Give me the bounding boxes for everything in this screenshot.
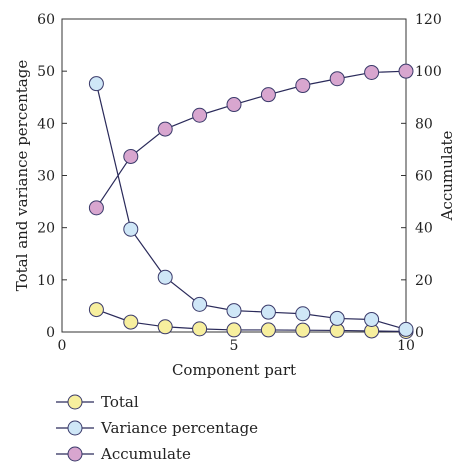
- data-point-accumulate: [260, 87, 276, 103]
- data-point-variance-percentage: [260, 304, 276, 320]
- data-point-total: [157, 319, 173, 335]
- y-left-tick-label: 0: [46, 325, 55, 341]
- data-point-accumulate: [329, 71, 345, 87]
- y-left-tick-label: 40: [37, 116, 55, 132]
- data-point-accumulate: [398, 63, 414, 79]
- data-point-accumulate: [226, 97, 242, 113]
- x-axis-label: Component part: [172, 361, 296, 379]
- x-tick-label: 0: [58, 338, 67, 354]
- legend-item-accumulate: Accumulate: [56, 445, 191, 463]
- plot-frame: [61, 18, 407, 333]
- legend-item-total: Total: [56, 393, 139, 411]
- data-point-total: [123, 314, 139, 330]
- y-right-tick-label: 120: [415, 12, 442, 28]
- data-point-total: [226, 322, 242, 338]
- data-point-accumulate: [157, 121, 173, 137]
- data-point-accumulate: [88, 200, 104, 216]
- data-point-variance-percentage: [329, 310, 345, 326]
- series-line-variance-percentage: [95, 83, 407, 330]
- data-point-variance-percentage: [88, 76, 104, 92]
- y-left-tick-label: 20: [37, 221, 55, 237]
- y-left-axis-label: Total and variance percentage: [13, 60, 31, 292]
- y-left-tick-label: 30: [37, 169, 55, 185]
- y-right-tick-label: 100: [415, 64, 442, 80]
- series-accumulate: [88, 63, 414, 216]
- data-point-accumulate: [192, 107, 208, 123]
- legend-marker-accumulate: [67, 446, 83, 462]
- series-line-total: [96, 309, 407, 333]
- legend-item-variance-percentage: Variance percentage: [56, 419, 258, 437]
- plot-area: [61, 18, 407, 333]
- legend-marker-variance-percentage: [67, 420, 83, 436]
- x-tick-label: 10: [397, 338, 415, 354]
- legend: Total Variance percentage Accumulate: [56, 393, 258, 463]
- legend-label-total: Total: [101, 393, 139, 411]
- data-point-variance-percentage: [123, 221, 139, 237]
- series-line-accumulate: [95, 70, 407, 209]
- data-point-total: [192, 321, 208, 337]
- data-point-accumulate: [123, 148, 139, 164]
- data-point-total: [295, 322, 311, 338]
- data-point-accumulate: [295, 78, 311, 94]
- y-left-tick-label: 10: [37, 273, 55, 289]
- series-layer: [88, 63, 414, 339]
- y-right-tick-label: 40: [415, 221, 433, 237]
- data-point-variance-percentage: [398, 321, 414, 337]
- legend-label-accumulate: Accumulate: [100, 445, 191, 463]
- data-point-total: [260, 322, 276, 338]
- axes: 0 5 100102030405060020406080100120Componen…: [13, 12, 456, 379]
- data-point-accumulate: [364, 64, 380, 80]
- y-right-tick-label: 0: [415, 325, 424, 341]
- y-left-tick-label: 60: [37, 12, 55, 28]
- data-point-variance-percentage: [364, 311, 380, 327]
- legend-label-variance-percentage: Variance percentage: [100, 419, 258, 437]
- x-tick-label: 5: [230, 338, 239, 354]
- y-right-tick-label: 80: [415, 116, 433, 132]
- series-variance-percentage: [88, 76, 414, 337]
- y-left-tick-label: 50: [37, 64, 55, 80]
- data-point-variance-percentage: [226, 303, 242, 319]
- data-point-variance-percentage: [192, 296, 208, 312]
- data-point-total: [88, 302, 104, 318]
- data-point-variance-percentage: [157, 269, 173, 285]
- y-right-tick-label: 60: [415, 169, 433, 185]
- y-right-tick-label: 20: [415, 273, 433, 289]
- data-point-variance-percentage: [295, 306, 311, 322]
- legend-marker-total: [67, 394, 83, 410]
- y-right-axis-label: Accumulate: [438, 130, 456, 221]
